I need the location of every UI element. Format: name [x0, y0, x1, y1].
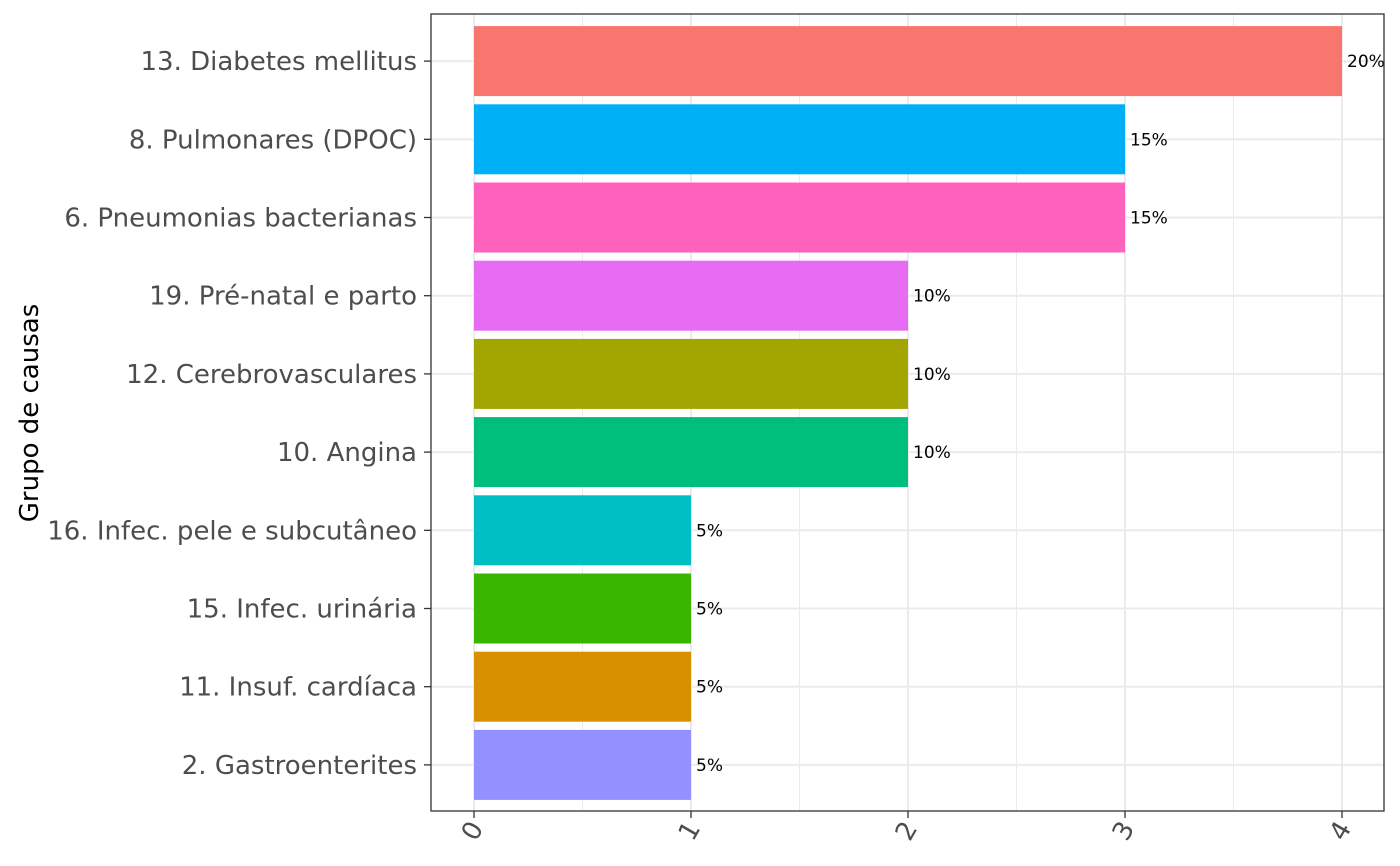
data-label: 20% [1347, 52, 1385, 72]
bar [474, 26, 1342, 97]
bar [474, 729, 691, 800]
y-tick-label: 10. Angina [277, 438, 417, 468]
y-axis-title: Grupo de causas [15, 304, 45, 523]
data-label: 15% [1130, 130, 1168, 150]
y-tick-label: 6. Pneumonias bacterianas [64, 204, 417, 234]
data-label: 5% [696, 678, 723, 698]
bar [474, 182, 1125, 253]
x-axis: 0 1 2 3 4 [456, 811, 1358, 846]
y-tick-label: 13. Diabetes mellitus [140, 47, 417, 77]
bar [474, 260, 908, 331]
bars [474, 26, 1342, 800]
y-tick-label: 12. Cerebrovasculares [126, 360, 417, 390]
x-tick-label: 0 [456, 817, 490, 846]
bar [474, 338, 908, 409]
data-label: 5% [696, 756, 723, 776]
y-tick-label: 19. Pré-natal e parto [149, 282, 417, 312]
data-label: 10% [913, 287, 951, 307]
data-label: 10% [913, 443, 951, 463]
bar [474, 495, 691, 566]
bar [474, 651, 691, 722]
x-tick-label: 4 [1324, 817, 1358, 846]
bar [474, 573, 691, 644]
data-labels: 20% 15% 15% 10% 10% 10% 5% 5% 5% 5% [696, 52, 1385, 776]
x-tick-label: 3 [1107, 817, 1141, 846]
data-label: 10% [913, 365, 951, 385]
data-label: 5% [696, 600, 723, 620]
y-axis: 13. Diabetes mellitus 8. Pulmonares (DPOC… [47, 47, 431, 781]
bar [474, 104, 1125, 175]
y-tick-label: 11. Insuf. cardíaca [179, 673, 417, 703]
bar [474, 417, 908, 488]
y-tick-label: 8. Pulmonares (DPOC) [129, 125, 417, 155]
x-tick-label: 1 [673, 817, 707, 846]
y-tick-label: 15. Infec. urinária [187, 595, 417, 625]
y-tick-label: 16. Infec. pele e subcutâneo [47, 516, 417, 546]
x-tick-label: 2 [890, 817, 924, 846]
y-tick-label: 2. Gastroenterites [182, 751, 417, 781]
data-label: 15% [1130, 209, 1168, 229]
data-label: 5% [696, 521, 723, 541]
